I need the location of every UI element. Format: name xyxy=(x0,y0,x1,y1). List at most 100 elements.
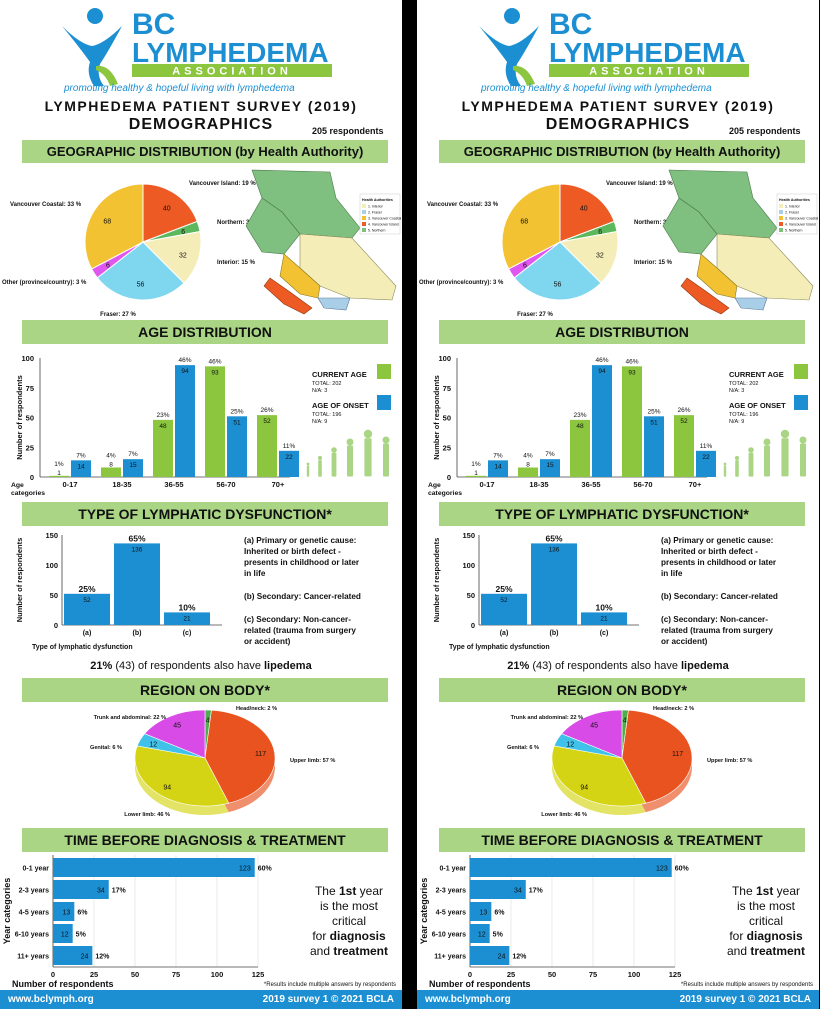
age-legend-onset: AGE OF ONSET xyxy=(312,401,369,410)
age-bar-value: 52 xyxy=(263,418,271,425)
geo-slice xyxy=(96,241,185,301)
lymph-ytick: 100 xyxy=(462,561,475,570)
age-bar-value: 52 xyxy=(680,418,688,425)
age-bar-pct: 23% xyxy=(573,412,586,419)
age-ytick: 0 xyxy=(447,473,451,482)
time-bar xyxy=(470,902,492,921)
time-ytick: 2-3 years xyxy=(436,888,466,895)
geo-slice-value: 56 xyxy=(137,282,145,289)
age-xtick: 36-55 xyxy=(581,480,600,489)
results-note: *Results include multiple answers by res… xyxy=(680,982,813,988)
age-bar xyxy=(592,365,612,477)
time-bar-chart: 0 25 50 75 100 125 123 60% 0-1 year 34 17% 2-3 year… xyxy=(419,855,690,989)
band-lymph: TYPE OF LYMPHATIC DYSFUNCTION* xyxy=(22,502,388,526)
lymph-ytick: 50 xyxy=(50,591,58,600)
time-xtick: 100 xyxy=(211,970,224,979)
age-legend-swatch-current xyxy=(794,364,808,379)
age-bar xyxy=(175,365,195,477)
time-ylabel: Year categories xyxy=(419,878,429,945)
time-bar xyxy=(53,924,73,943)
age-ytick: 75 xyxy=(443,384,451,393)
bc-map-icon xyxy=(245,169,397,315)
region-slice-label: Genital: 6 % xyxy=(507,745,539,751)
time-ylabel: Year categories xyxy=(2,878,12,945)
age-ylabel: Number of respondents xyxy=(432,375,441,460)
geo-pie-chart: 40 6 32 56 6 68 Vancouver Island: 19 % Northern… xyxy=(419,169,818,318)
lymph-ytick: 150 xyxy=(45,531,58,540)
geo-slice-value: 6 xyxy=(598,229,602,236)
age-bar-pct: 46% xyxy=(178,357,191,364)
lymph-note-a: Inherited or birth defect - xyxy=(661,547,758,556)
age-bar xyxy=(279,450,299,477)
lymph-note-c: related (trauma from surgery xyxy=(661,626,773,635)
geo-legend-swatch xyxy=(362,222,366,226)
age-legend-current-total: TOTAL: 202 xyxy=(729,381,758,387)
geo-pie-chart: 40 6 32 56 6 68 Vancouver Island: 19 % Northern… xyxy=(2,169,401,318)
lymph-xtick: (b) xyxy=(133,630,142,637)
lymph-bar xyxy=(114,543,160,625)
time-bar-value: 24 xyxy=(81,954,89,961)
age-bar-value: 14 xyxy=(494,463,502,470)
geo-legend-swatch xyxy=(779,210,783,214)
time-bar xyxy=(53,902,75,921)
geo-legend-swatch xyxy=(362,210,366,214)
age-legend-swatch-onset xyxy=(794,395,808,410)
time-xtick: 25 xyxy=(507,970,515,979)
age-bar-value: 93 xyxy=(211,369,219,376)
age-bar-pct: 46% xyxy=(595,357,608,364)
age-legend-onset-total: TOTAL: 196 xyxy=(312,412,341,418)
time-xtick: 125 xyxy=(252,970,265,979)
lymph-bar-pct: 25% xyxy=(78,584,95,594)
geo-slice-label: Northern: 3 % xyxy=(634,220,674,226)
geo-slice xyxy=(501,183,561,270)
age-ytick: 100 xyxy=(438,354,451,363)
lymph-bar-pct: 10% xyxy=(595,602,612,612)
age-bar-pct: 1% xyxy=(471,461,481,468)
age-bar-pct: 7% xyxy=(128,451,138,458)
lymph-bar-value: 21 xyxy=(183,615,191,622)
age-bar xyxy=(622,366,642,477)
lymph-note-c: or accident) xyxy=(661,637,708,646)
time-xtick: 50 xyxy=(548,970,556,979)
footer: www.bclymph.org 2019 survey 1 © 2021 BCL… xyxy=(417,990,819,1009)
age-bar-value: 51 xyxy=(650,419,658,426)
age-bar-value: 15 xyxy=(129,462,137,469)
lymph-xtick: (a) xyxy=(500,630,509,637)
age-xlabel-1: Age xyxy=(428,482,441,489)
lymph-note-a: (a) Primary or genetic cause: xyxy=(661,536,773,545)
website-link[interactable]: www.bclymph.org xyxy=(425,994,511,1005)
geo-slice-value: 68 xyxy=(520,218,528,225)
person-logo-icon xyxy=(62,8,122,86)
lymph-note-a: Inherited or birth defect - xyxy=(244,547,341,556)
age-bar xyxy=(205,366,225,477)
time-xtick: 75 xyxy=(172,970,180,979)
region-slice xyxy=(551,745,647,807)
logo-association: ASSOCIATION xyxy=(589,66,709,78)
age-xtick: 0-17 xyxy=(479,480,494,489)
age-xlabel-2: categories xyxy=(11,490,45,497)
age-bar xyxy=(540,459,560,477)
age-bar-pct: 1% xyxy=(54,461,64,468)
geo-slice xyxy=(513,241,602,301)
age-legend-onset-na: N/A: 9 xyxy=(729,419,744,425)
lipedema-pct: 21% xyxy=(90,660,113,672)
age-bar xyxy=(49,475,69,477)
time-xtick: 100 xyxy=(628,970,641,979)
time-bar-pct: 17% xyxy=(112,888,127,895)
time-xtick: 125 xyxy=(669,970,682,979)
region-slice-value: 4 xyxy=(206,718,210,725)
age-bar xyxy=(518,467,538,477)
age-bar xyxy=(101,467,121,477)
lymph-bar-pct: 25% xyxy=(495,584,512,594)
lipedema-count: (43) xyxy=(532,660,552,672)
demographics-title: DEMOGRAPHICS xyxy=(128,116,274,133)
website-link[interactable]: www.bclymph.org xyxy=(8,994,94,1005)
age-bar-pct: 11% xyxy=(700,443,713,450)
geo-legend-swatch xyxy=(362,204,366,208)
age-bar-pct: 11% xyxy=(283,443,296,450)
geo-legend-item: 2. Fraser xyxy=(368,211,383,215)
lymph-bar xyxy=(531,543,577,625)
age-bar-value: 48 xyxy=(576,423,584,430)
lymph-note-a: presents in childhood or later xyxy=(661,558,777,567)
lymph-bar-pct: 65% xyxy=(128,533,145,543)
